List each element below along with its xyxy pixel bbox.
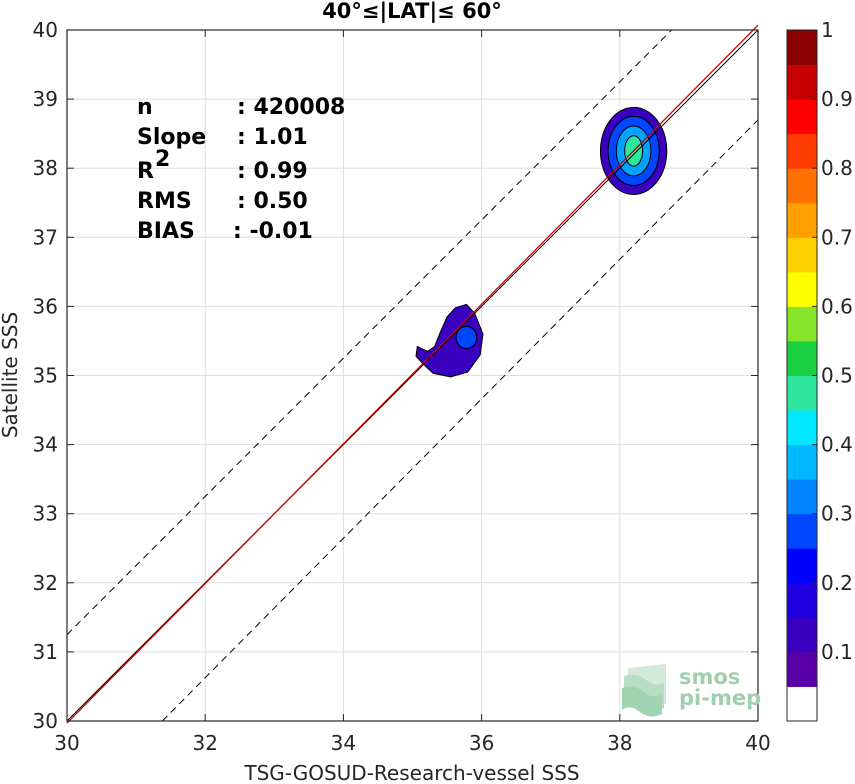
colorbar-segment bbox=[787, 202, 817, 238]
y-tick-label: 30 bbox=[33, 709, 58, 733]
colorbar-segment bbox=[787, 168, 817, 204]
colorbar-segment bbox=[787, 479, 817, 515]
y-tick-label: 32 bbox=[33, 571, 58, 595]
colorbar-tick-label: 0.8 bbox=[821, 156, 853, 180]
y-axis-ticks: 30 31 32 33 34 35 36 37 38 39 40 bbox=[33, 18, 758, 733]
x-tick-label: 30 bbox=[54, 731, 79, 755]
colorbar-tick-label: 0.5 bbox=[821, 364, 853, 388]
colorbar-segment bbox=[787, 30, 817, 66]
upper-bound-line bbox=[66, 29, 672, 635]
x-tick-label: 32 bbox=[192, 731, 217, 755]
colorbar-tick-label: 0.3 bbox=[821, 502, 853, 526]
colorbar-segment bbox=[787, 617, 817, 653]
logo-text-smos: smos bbox=[679, 665, 740, 689]
x-axis-label: TSG-GOSUD-Research-vessel SSS bbox=[243, 761, 579, 784]
x-tick-label: 40 bbox=[745, 731, 770, 755]
regression-line bbox=[66, 24, 759, 724]
stat-label-superscript: 2 bbox=[155, 147, 170, 172]
y-tick-label: 39 bbox=[33, 87, 58, 111]
colorbar-segment bbox=[787, 582, 817, 618]
chart-title: 40°≤|LAT|≤ 60° bbox=[322, 0, 502, 24]
colorbar-segment bbox=[787, 306, 817, 342]
stat-label: BIAS bbox=[137, 219, 195, 244]
y-axis-label: Satellite SSS bbox=[0, 312, 22, 438]
stat-value: : 0.99 bbox=[237, 159, 308, 184]
stat-value: : 420008 bbox=[237, 95, 345, 120]
colorbar-segment bbox=[787, 237, 817, 273]
colorbar-segment bbox=[787, 99, 817, 135]
stat-label: R bbox=[137, 159, 154, 184]
colorbar-segment bbox=[787, 133, 817, 169]
y-tick-label: 36 bbox=[33, 294, 58, 318]
colorbar-tick-label: 0.2 bbox=[821, 571, 853, 595]
colorbar-segment bbox=[787, 340, 817, 376]
colorbar: 0.1 0.2 0.3 0.4 0.5 0.6 0.7 0.8 0.9 1 bbox=[786, 18, 853, 722]
stat-value: : 0.50 bbox=[237, 189, 308, 214]
colorbar-tick-label: 0.4 bbox=[821, 433, 853, 457]
stat-label: Slope bbox=[137, 125, 206, 150]
y-tick-label: 33 bbox=[33, 502, 58, 526]
colorbar-segment bbox=[787, 271, 817, 307]
colorbar-tick-label: 0.6 bbox=[821, 294, 853, 318]
colorbar-tick-label: 0.9 bbox=[821, 87, 853, 111]
stat-label: RMS bbox=[137, 189, 192, 214]
stats-block: n : 420008 Slope : 1.01 R 2 : 0.99 RMS : 0.50 BIA… bbox=[137, 95, 345, 244]
lower-bound-line bbox=[162, 119, 759, 722]
stat-label: n bbox=[137, 95, 153, 120]
reference-lines bbox=[66, 24, 759, 724]
colorbar-segment bbox=[787, 410, 817, 446]
density-contour-lower-2 bbox=[455, 325, 478, 350]
colorbar-segment bbox=[787, 513, 817, 549]
colorbar-tick-label: 1 bbox=[821, 18, 834, 42]
y-tick-label: 40 bbox=[33, 18, 58, 42]
colorbar-tick-label: 0.1 bbox=[821, 640, 853, 664]
smos-pimep-logo: smos pi-mep bbox=[622, 664, 761, 717]
colorbar-segment bbox=[787, 375, 817, 411]
stat-value: : -0.01 bbox=[233, 219, 313, 244]
y-tick-label: 31 bbox=[33, 640, 58, 664]
wave-logo-icon bbox=[622, 664, 666, 717]
x-tick-label: 38 bbox=[607, 731, 632, 755]
y-tick-label: 35 bbox=[33, 364, 58, 388]
colorbar-segment bbox=[787, 444, 817, 480]
colorbar-tick-label: 0.7 bbox=[821, 225, 853, 249]
y-tick-label: 34 bbox=[33, 433, 58, 457]
y-tick-label: 37 bbox=[33, 225, 58, 249]
colorbar-segment bbox=[787, 548, 817, 584]
y-tick-label: 38 bbox=[33, 156, 58, 180]
grid-lines bbox=[67, 30, 758, 721]
colorbar-segment bbox=[787, 651, 817, 687]
x-tick-label: 36 bbox=[469, 731, 494, 755]
colorbar-segment bbox=[787, 686, 817, 722]
x-tick-label: 34 bbox=[331, 731, 356, 755]
stat-value: : 1.01 bbox=[237, 125, 308, 150]
colorbar-segment bbox=[787, 64, 817, 100]
logo-text-pimep: pi-mep bbox=[679, 686, 761, 710]
x-axis-ticks: 30 32 34 36 38 40 bbox=[54, 30, 771, 755]
